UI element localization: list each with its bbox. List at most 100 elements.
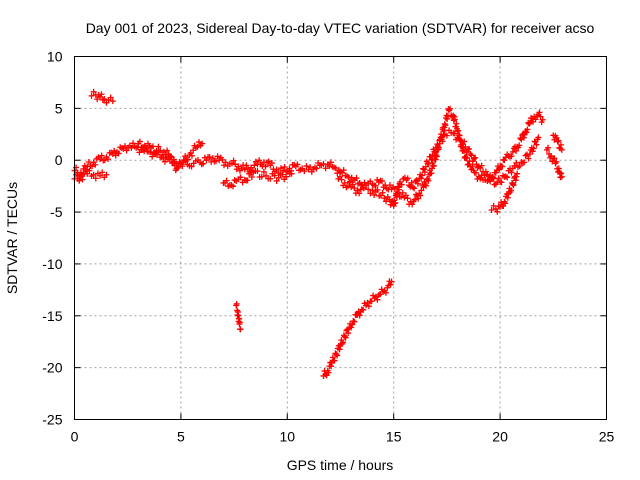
data-point [415, 195, 422, 202]
data-point [230, 157, 237, 164]
data-point [182, 153, 189, 160]
data-point [482, 168, 489, 175]
data-point [214, 153, 221, 160]
data-point [340, 339, 347, 346]
data-point [313, 165, 320, 172]
data-point [101, 96, 108, 103]
data-point [461, 138, 468, 145]
data-point [526, 150, 533, 157]
data-point [99, 96, 106, 103]
data-point [351, 185, 358, 192]
data-point [435, 144, 442, 151]
data-point [360, 185, 367, 192]
x-tick-label: 0 [71, 429, 79, 445]
data-point [195, 139, 202, 146]
data-point [539, 116, 546, 123]
data-point [244, 177, 251, 184]
data-point [504, 194, 511, 201]
data-point [322, 165, 329, 172]
data-point [399, 189, 406, 196]
data-point [530, 145, 537, 152]
data-point [155, 143, 162, 150]
data-point [328, 363, 335, 370]
data-point [279, 171, 286, 178]
series-long-rise [320, 278, 395, 379]
data-point [508, 169, 515, 176]
data-point [168, 153, 175, 160]
y-tick-label: -20 [42, 360, 62, 376]
data-point [472, 154, 479, 161]
data-point [248, 173, 255, 180]
data-point [526, 120, 533, 127]
data-point [383, 198, 390, 205]
x-axis-label: GPS time / hours [287, 457, 394, 473]
data-point [325, 369, 332, 376]
data-point [179, 163, 186, 170]
data-point [273, 177, 280, 184]
data-point [382, 289, 389, 296]
data-point [371, 191, 378, 198]
data-point [92, 161, 99, 168]
data-point [115, 150, 122, 157]
data-point [157, 147, 164, 154]
data-point [499, 163, 506, 170]
data-point [206, 154, 213, 161]
data-point [514, 170, 521, 177]
data-point [509, 148, 516, 155]
x-tick-label: 20 [492, 429, 508, 445]
data-point [338, 176, 345, 183]
data-point [332, 165, 339, 172]
data-point [331, 357, 338, 364]
data-point [487, 178, 494, 185]
data-point [222, 159, 229, 166]
data-point [267, 175, 274, 182]
data-point [558, 146, 565, 153]
data-point [256, 157, 263, 164]
data-point [365, 303, 372, 310]
data-point [341, 333, 348, 340]
data-point [161, 158, 168, 165]
data-point [241, 166, 248, 173]
data-point [436, 140, 443, 147]
data-point [502, 200, 509, 207]
data-point [103, 171, 110, 178]
data-point [379, 189, 386, 196]
data-point [551, 155, 558, 162]
data-point [524, 126, 531, 133]
data-point [232, 161, 239, 168]
data-point [521, 159, 528, 166]
y-tick-label: -10 [42, 256, 62, 272]
data-point [209, 155, 216, 162]
data-point [422, 163, 429, 170]
data-points [71, 88, 565, 379]
data-point [408, 179, 415, 186]
data-point [97, 172, 104, 179]
data-point [237, 326, 244, 333]
data-point [513, 147, 520, 154]
data-point [367, 190, 374, 197]
data-point [510, 182, 517, 189]
data-point [558, 170, 565, 177]
data-point [495, 175, 502, 182]
data-point [411, 196, 418, 203]
data-point [468, 152, 475, 159]
data-point [262, 163, 269, 170]
data-point [170, 156, 177, 163]
axis-ticks: 0 5 10 15 20 25 -25 -20 -15 -10 -5 0 5 10 [42, 49, 614, 445]
data-point [414, 180, 421, 187]
data-point [92, 175, 99, 182]
series-mid-drop [233, 300, 244, 333]
series-late-drop [488, 170, 521, 215]
data-point [112, 152, 119, 159]
data-point [470, 155, 477, 162]
data-point [432, 150, 439, 157]
data-point [392, 199, 399, 206]
y-tick-label: -25 [42, 412, 62, 428]
data-point [349, 181, 356, 188]
data-point [490, 174, 497, 181]
x-tick-label: 25 [599, 429, 615, 445]
data-point [529, 148, 536, 155]
data-point [107, 94, 114, 101]
data-point [111, 147, 118, 154]
